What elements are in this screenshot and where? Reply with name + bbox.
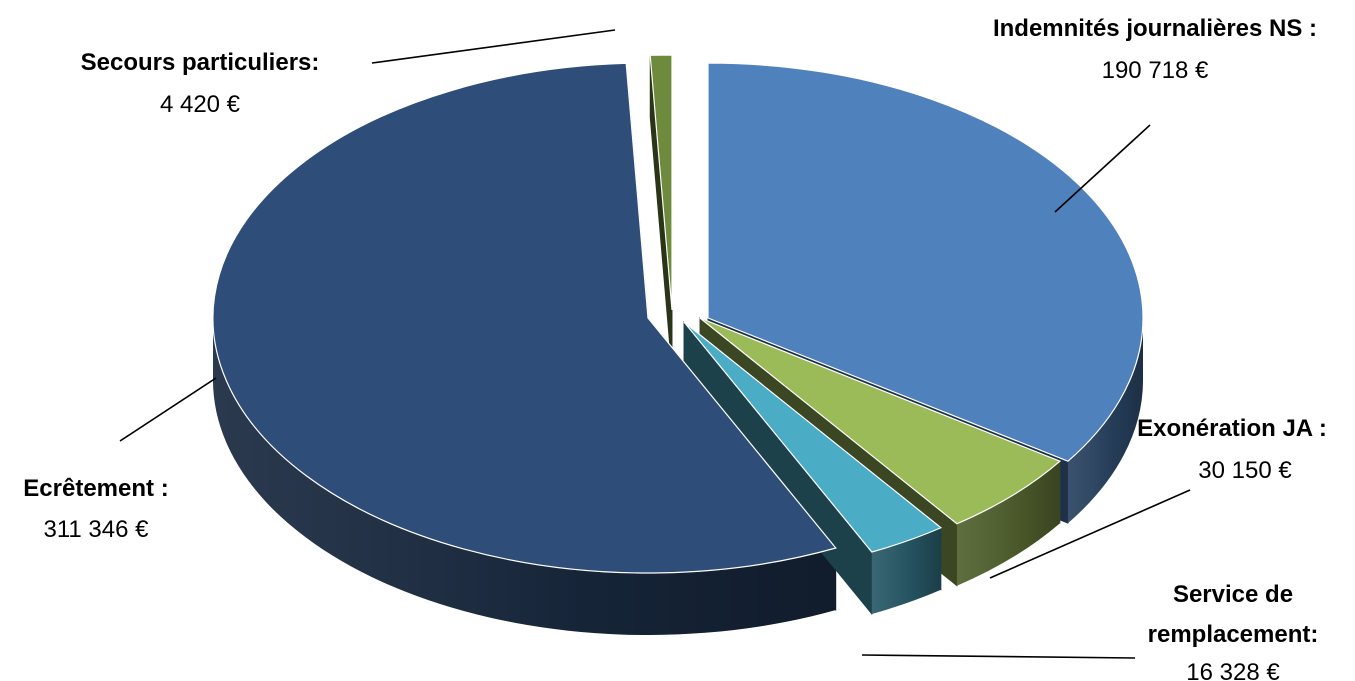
slice-value-service: 16 328 € (1186, 659, 1280, 681)
leader-line-secours (371, 29, 616, 64)
slice-label-ja: Exonération JA : (1137, 415, 1327, 442)
slice-value-secours: 4 420 € (160, 91, 241, 118)
slice-value-ns: 190 718 € (1102, 57, 1209, 84)
slice-secours (649, 54, 673, 311)
slice-ja (699, 317, 1062, 525)
slice-rim-shade-ecret-0 (213, 318, 836, 636)
slice-label-ns: Indemnités journalières NS : (993, 15, 1317, 42)
slice-value-ecret: 311 346 € (44, 516, 150, 543)
slice-label-ecret: Ecrêtement : (23, 475, 168, 502)
slice-rim-shade-ns-0 (1067, 318, 1143, 524)
slice-ns (707, 62, 1144, 462)
slice-label-service-line1: Service de (1173, 581, 1293, 608)
slice-rim-shade-ja-0 (956, 461, 1060, 586)
slice-ecret (212, 62, 837, 574)
leader-line-ecret (119, 377, 217, 442)
leader-line-ja (989, 489, 1191, 579)
slice-rim-shade-service-0 (871, 527, 941, 615)
leader-line-service (861, 654, 1136, 659)
slice-service (683, 321, 943, 553)
slice-label-service-line2: remplacement: (1148, 621, 1319, 648)
slice-value-ja: 30 150 € (1198, 457, 1292, 484)
leader-line-ns (1054, 124, 1151, 213)
slice-label-secours: Secours particuliers: (81, 49, 320, 76)
